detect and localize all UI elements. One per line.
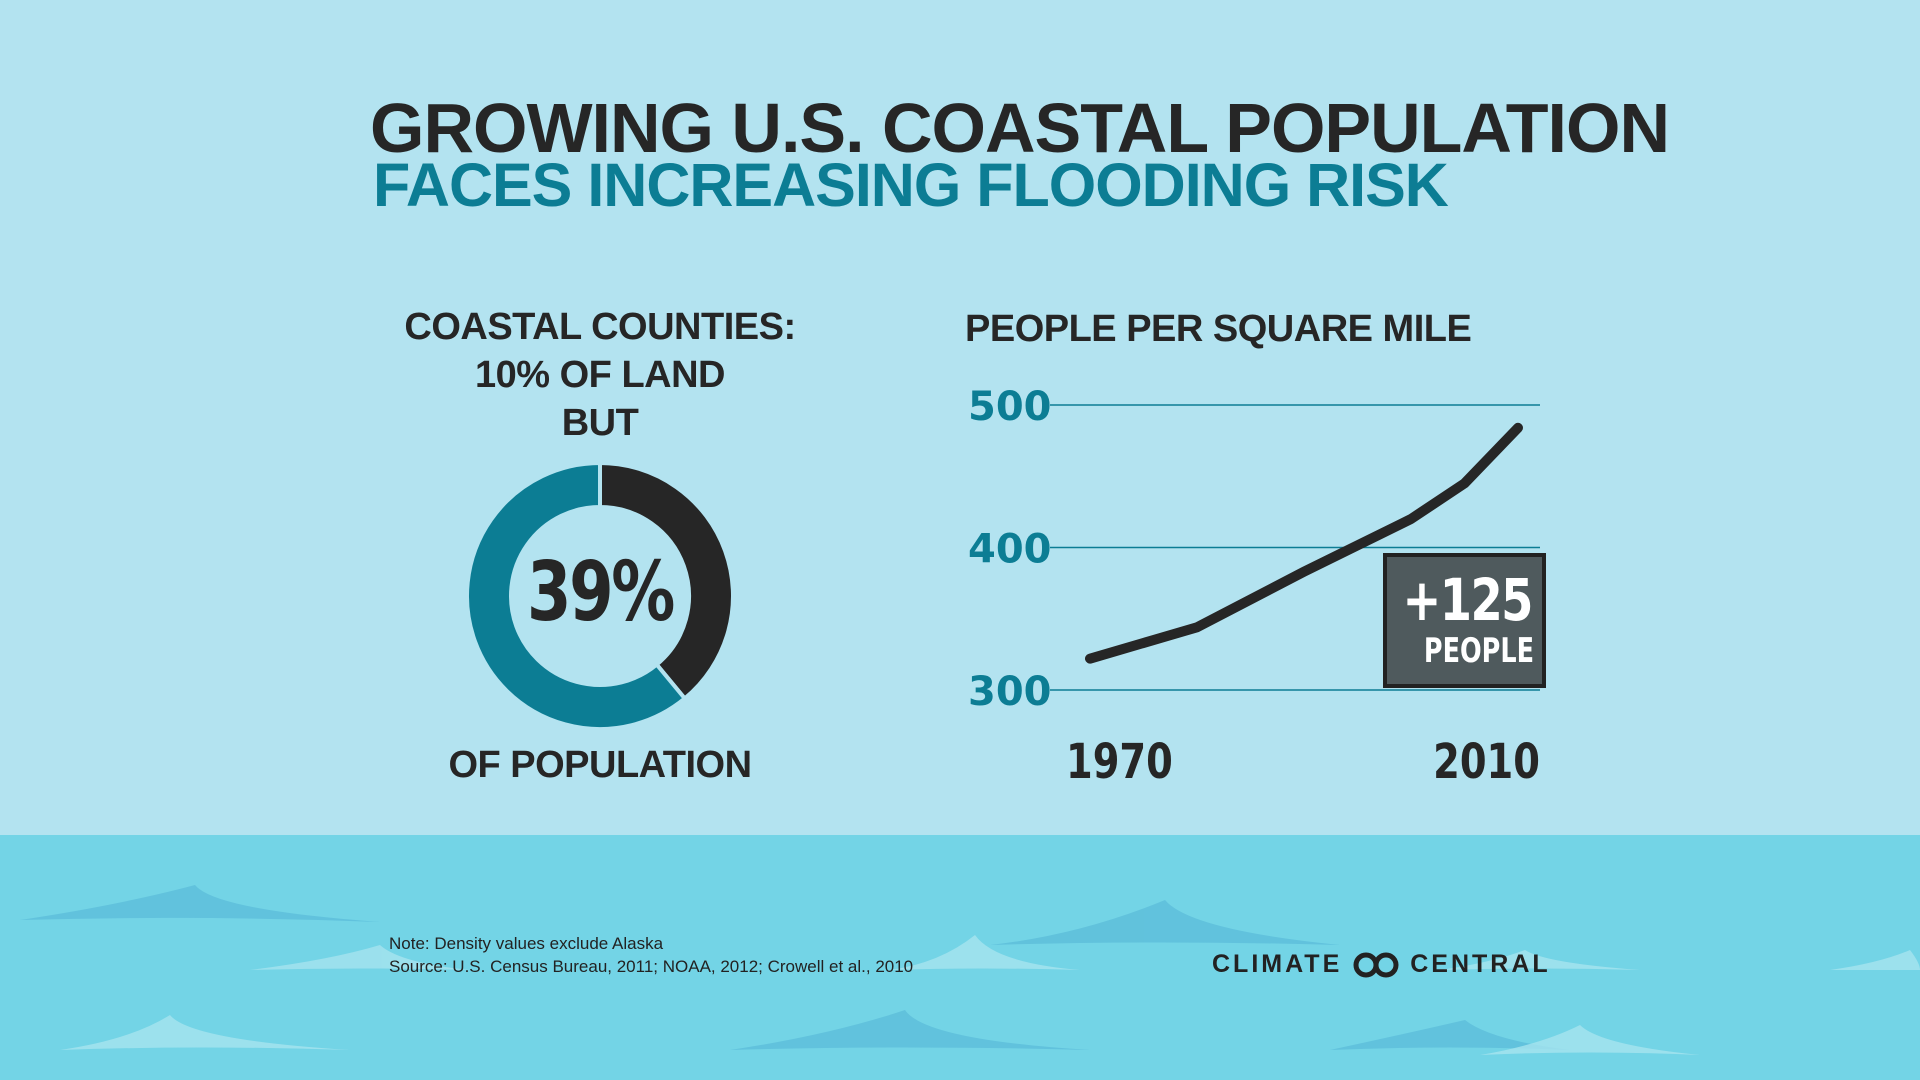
page-title: GROWING U.S. COASTAL POPULATION: [370, 89, 1670, 167]
x-tick-label: 1970: [1066, 735, 1173, 790]
source-text: Source: U.S. Census Bureau, 2011; NOAA, …: [389, 957, 914, 976]
logo-text-left: CLIMATE: [1212, 950, 1343, 978]
y-tick-label: 500: [968, 384, 1052, 430]
annotation-value: +125: [1402, 566, 1534, 634]
donut-heading-line2: 10% OF LAND: [475, 354, 725, 396]
wave-shape: [1330, 1020, 1570, 1050]
donut-heading-line3: BUT: [561, 402, 639, 444]
wave-shape: [1480, 1025, 1700, 1055]
note-text: Note: Density values exclude Alaska: [389, 934, 664, 953]
wave-decorations: [20, 885, 1920, 1055]
wave-shape: [1830, 950, 1920, 970]
annotation-box: +125 PEOPLE: [1383, 553, 1546, 688]
line-chart-title: PEOPLE PER SQUARE MILE: [965, 308, 1472, 350]
logo-text-right: CENTRAL: [1410, 950, 1551, 978]
donut-center-label: 39%: [526, 545, 675, 640]
donut-chart: [465, 460, 735, 731]
donut-heading-line1: COASTAL COUNTIES:: [404, 306, 796, 348]
donut-slice-0: [598, 460, 735, 702]
y-tick-label: 400: [968, 527, 1052, 573]
x-tick-label: 2010: [1433, 735, 1540, 790]
climate-central-logo: CLIMATE CENTRAL: [1212, 950, 1551, 979]
wave-shape: [890, 935, 1080, 970]
y-tick-label: 300: [968, 669, 1052, 715]
wave-shape: [250, 945, 470, 970]
series-line: [1085, 422, 1523, 664]
footnote: Note: Density values exclude Alaska Sour…: [389, 932, 913, 978]
wave-shape: [60, 1015, 350, 1050]
wave-shape: [990, 900, 1340, 945]
donut-footer: OF POPULATION: [448, 744, 752, 786]
wave-shape: [730, 1010, 1090, 1050]
annotation-label: PEOPLE: [1423, 631, 1535, 671]
wave-shape: [1440, 950, 1640, 970]
page-subtitle: FACES INCREASING FLOODING RISK: [373, 151, 1449, 219]
donut-heading: COASTAL COUNTIES: 10% OF LAND BUT: [350, 303, 850, 447]
donut-slice-1: [465, 460, 688, 731]
water-band: [0, 835, 1920, 1080]
wave-shape: [20, 885, 380, 922]
logo-rings-icon: [1353, 952, 1399, 977]
line-chart: 300 400 500 1970 2010: [968, 384, 1540, 790]
